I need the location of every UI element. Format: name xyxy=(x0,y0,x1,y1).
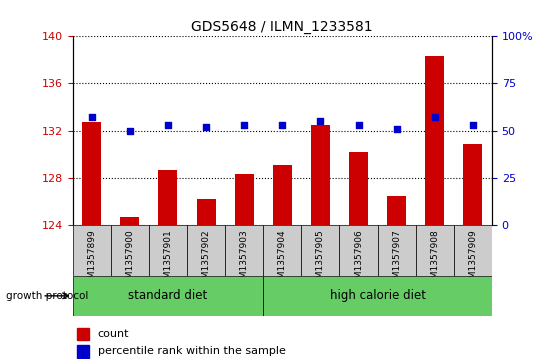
Text: GSM1357909: GSM1357909 xyxy=(468,229,477,290)
Bar xyxy=(73,225,111,276)
Bar xyxy=(225,225,263,276)
Bar xyxy=(111,225,149,276)
Text: GSM1357902: GSM1357902 xyxy=(202,229,211,290)
Bar xyxy=(339,225,377,276)
Bar xyxy=(454,225,492,276)
Text: GSM1357907: GSM1357907 xyxy=(392,229,401,290)
Title: GDS5648 / ILMN_1233581: GDS5648 / ILMN_1233581 xyxy=(192,20,373,34)
Point xyxy=(240,122,249,128)
Bar xyxy=(187,225,225,276)
Point xyxy=(278,122,287,128)
Bar xyxy=(349,152,368,225)
Bar xyxy=(463,144,482,225)
Point xyxy=(316,118,325,124)
Bar xyxy=(425,56,444,225)
Point xyxy=(202,124,211,130)
Bar xyxy=(301,225,339,276)
Text: GSM1357899: GSM1357899 xyxy=(87,229,96,290)
Bar xyxy=(120,217,139,225)
Bar xyxy=(263,276,492,316)
Text: high calorie diet: high calorie diet xyxy=(330,289,425,302)
Text: GSM1357901: GSM1357901 xyxy=(163,229,173,290)
Bar xyxy=(387,196,406,225)
Point xyxy=(163,122,172,128)
Bar xyxy=(149,225,187,276)
Bar xyxy=(416,225,454,276)
Text: GSM1357900: GSM1357900 xyxy=(125,229,134,290)
Text: GSM1357908: GSM1357908 xyxy=(430,229,439,290)
Bar xyxy=(82,122,101,225)
Text: GSM1357906: GSM1357906 xyxy=(354,229,363,290)
Point xyxy=(392,126,401,132)
Text: count: count xyxy=(98,329,129,339)
Text: standard diet: standard diet xyxy=(129,289,207,302)
Text: growth protocol: growth protocol xyxy=(6,291,88,301)
Bar xyxy=(73,276,263,316)
Point xyxy=(125,128,134,134)
Bar xyxy=(263,225,301,276)
Bar xyxy=(273,165,292,225)
Point xyxy=(354,122,363,128)
Point xyxy=(87,115,96,121)
Point xyxy=(468,122,477,128)
Text: percentile rank within the sample: percentile rank within the sample xyxy=(98,346,286,356)
Bar xyxy=(235,174,254,225)
Text: GSM1357904: GSM1357904 xyxy=(278,229,287,290)
Point xyxy=(430,115,439,121)
Bar xyxy=(77,345,89,358)
Text: GSM1357905: GSM1357905 xyxy=(316,229,325,290)
Bar xyxy=(77,328,89,340)
Bar xyxy=(197,199,216,225)
Text: GSM1357903: GSM1357903 xyxy=(240,229,249,290)
Bar xyxy=(377,225,416,276)
Bar xyxy=(311,125,330,225)
Bar xyxy=(158,170,178,225)
